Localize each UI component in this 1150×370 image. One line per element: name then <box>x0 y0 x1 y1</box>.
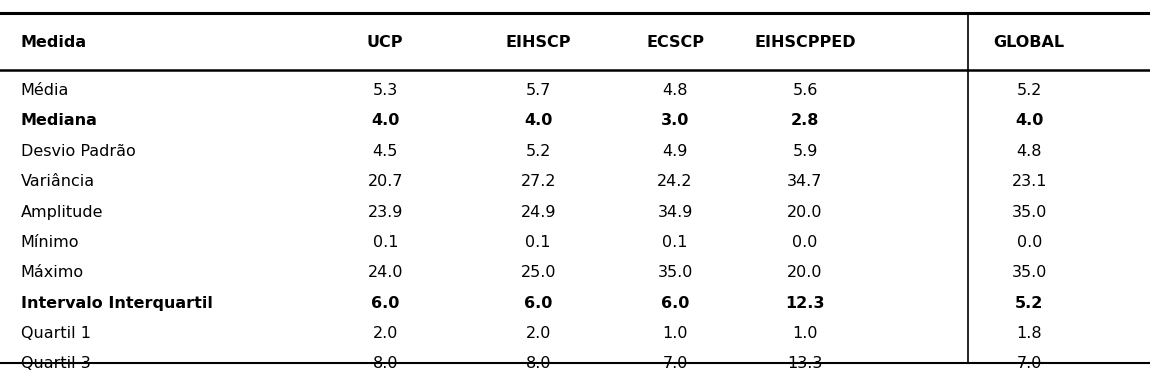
Text: EIHSCP: EIHSCP <box>506 35 570 50</box>
Text: 6.0: 6.0 <box>661 296 689 310</box>
Text: 6.0: 6.0 <box>524 296 552 310</box>
Text: Média: Média <box>21 83 69 98</box>
Text: 23.9: 23.9 <box>368 205 402 219</box>
Text: Medida: Medida <box>21 35 87 50</box>
Text: 20.0: 20.0 <box>788 265 822 280</box>
Text: 12.3: 12.3 <box>785 296 825 310</box>
Text: Intervalo Interquartil: Intervalo Interquartil <box>21 296 213 310</box>
Text: 1.0: 1.0 <box>662 326 688 341</box>
Text: 1.0: 1.0 <box>792 326 818 341</box>
Text: 0.0: 0.0 <box>1017 235 1042 250</box>
Text: Quartil 3: Quartil 3 <box>21 356 91 370</box>
Text: EIHSCPPED: EIHSCPPED <box>754 35 856 50</box>
Text: 4.0: 4.0 <box>1015 114 1043 128</box>
Text: 0.0: 0.0 <box>792 235 818 250</box>
Text: 2.0: 2.0 <box>373 326 398 341</box>
Text: 4.8: 4.8 <box>1017 144 1042 159</box>
Text: 7.0: 7.0 <box>662 356 688 370</box>
Text: 35.0: 35.0 <box>1012 265 1046 280</box>
Text: 4.0: 4.0 <box>371 114 399 128</box>
Text: 25.0: 25.0 <box>521 265 555 280</box>
Text: 7.0: 7.0 <box>1017 356 1042 370</box>
Text: 5.2: 5.2 <box>526 144 551 159</box>
Text: 20.0: 20.0 <box>788 205 822 219</box>
Text: 8.0: 8.0 <box>373 356 398 370</box>
Text: 20.7: 20.7 <box>368 174 402 189</box>
Text: 4.0: 4.0 <box>524 114 552 128</box>
Text: 3.0: 3.0 <box>661 114 689 128</box>
Text: 5.6: 5.6 <box>792 83 818 98</box>
Text: 5.7: 5.7 <box>526 83 551 98</box>
Text: 5.2: 5.2 <box>1015 296 1043 310</box>
Text: Mediana: Mediana <box>21 114 98 128</box>
Text: 4.9: 4.9 <box>662 144 688 159</box>
Text: Mínimo: Mínimo <box>21 235 79 250</box>
Text: 13.3: 13.3 <box>788 356 822 370</box>
Text: 6.0: 6.0 <box>371 296 399 310</box>
Text: 4.5: 4.5 <box>373 144 398 159</box>
Text: 35.0: 35.0 <box>658 265 692 280</box>
Text: UCP: UCP <box>367 35 404 50</box>
Text: 24.2: 24.2 <box>658 174 692 189</box>
Text: 2.0: 2.0 <box>526 326 551 341</box>
Text: 8.0: 8.0 <box>526 356 551 370</box>
Text: Desvio Padrão: Desvio Padrão <box>21 144 136 159</box>
Text: Máximo: Máximo <box>21 265 84 280</box>
Text: 35.0: 35.0 <box>1012 205 1046 219</box>
Text: 5.3: 5.3 <box>373 83 398 98</box>
Text: 23.1: 23.1 <box>1012 174 1046 189</box>
Text: 4.8: 4.8 <box>662 83 688 98</box>
Text: Quartil 1: Quartil 1 <box>21 326 91 341</box>
Text: GLOBAL: GLOBAL <box>994 35 1065 50</box>
Text: 34.9: 34.9 <box>658 205 692 219</box>
Text: 34.7: 34.7 <box>788 174 822 189</box>
Text: 2.8: 2.8 <box>791 114 819 128</box>
Text: 5.2: 5.2 <box>1017 83 1042 98</box>
Text: 5.9: 5.9 <box>792 144 818 159</box>
Text: 24.0: 24.0 <box>368 265 402 280</box>
Text: 0.1: 0.1 <box>526 235 551 250</box>
Text: 24.9: 24.9 <box>521 205 555 219</box>
Text: ECSCP: ECSCP <box>646 35 704 50</box>
Text: 0.1: 0.1 <box>662 235 688 250</box>
Text: 1.8: 1.8 <box>1017 326 1042 341</box>
Text: 27.2: 27.2 <box>521 174 555 189</box>
Text: Variância: Variância <box>21 174 94 189</box>
Text: Amplitude: Amplitude <box>21 205 104 219</box>
Text: 0.1: 0.1 <box>373 235 398 250</box>
